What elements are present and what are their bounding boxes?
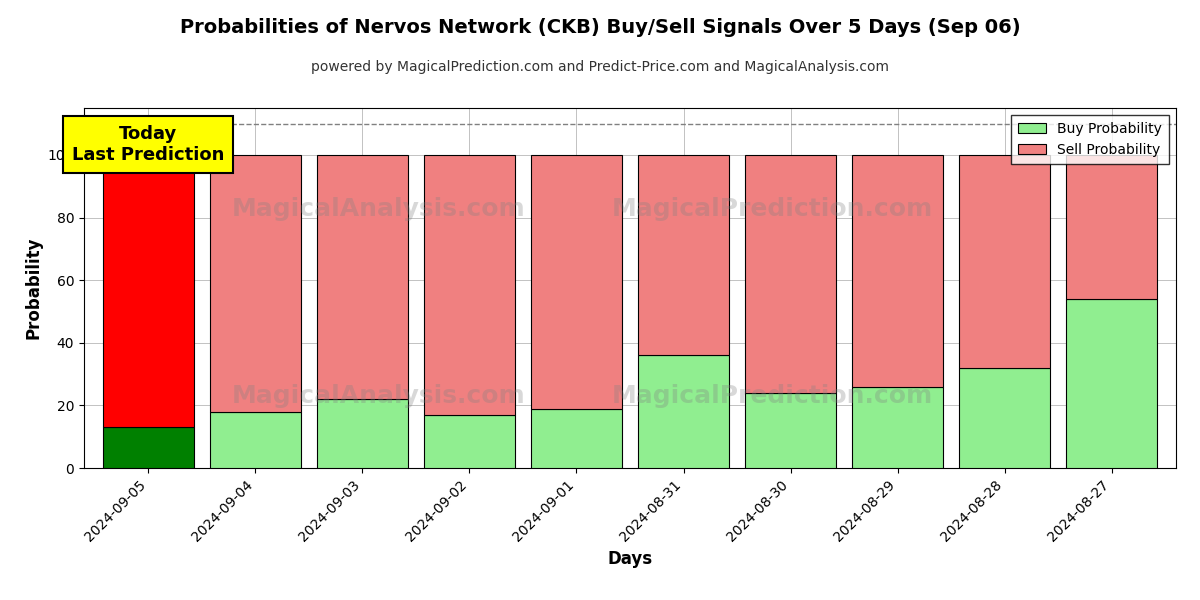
Bar xyxy=(317,155,408,399)
Bar xyxy=(959,368,1050,468)
Text: powered by MagicalPrediction.com and Predict-Price.com and MagicalAnalysis.com: powered by MagicalPrediction.com and Pre… xyxy=(311,60,889,74)
Bar xyxy=(638,355,730,468)
Bar xyxy=(424,415,515,468)
Bar xyxy=(1067,299,1157,468)
Bar xyxy=(424,155,515,415)
Text: Probabilities of Nervos Network (CKB) Buy/Sell Signals Over 5 Days (Sep 06): Probabilities of Nervos Network (CKB) Bu… xyxy=(180,18,1020,37)
Text: MagicalAnalysis.com: MagicalAnalysis.com xyxy=(232,384,526,408)
Bar xyxy=(745,393,836,468)
Bar xyxy=(103,427,193,468)
Y-axis label: Probability: Probability xyxy=(24,237,42,339)
Text: Today
Last Prediction: Today Last Prediction xyxy=(72,125,224,164)
Bar xyxy=(317,399,408,468)
Bar xyxy=(852,155,943,386)
Bar xyxy=(103,155,193,427)
Bar xyxy=(210,412,301,468)
Bar xyxy=(530,155,622,409)
Text: MagicalPrediction.com: MagicalPrediction.com xyxy=(611,384,932,408)
Text: MagicalPrediction.com: MagicalPrediction.com xyxy=(611,197,932,221)
Legend: Buy Probability, Sell Probability: Buy Probability, Sell Probability xyxy=(1012,115,1169,164)
X-axis label: Days: Days xyxy=(607,550,653,568)
Bar xyxy=(638,155,730,355)
Bar xyxy=(852,386,943,468)
Text: MagicalAnalysis.com: MagicalAnalysis.com xyxy=(232,197,526,221)
Bar xyxy=(959,155,1050,368)
Bar xyxy=(1067,155,1157,299)
Bar xyxy=(210,155,301,412)
Bar xyxy=(745,155,836,393)
Bar xyxy=(530,409,622,468)
